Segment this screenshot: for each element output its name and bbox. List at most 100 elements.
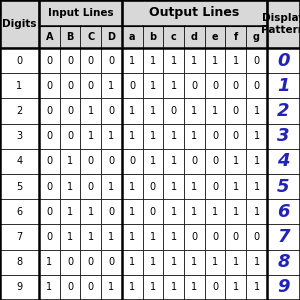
Bar [60,199,80,224]
Text: 1: 1 [233,56,239,66]
Bar [142,149,163,174]
Bar [246,250,267,275]
Bar [163,26,184,48]
Text: 1: 1 [233,282,239,292]
Bar [39,26,60,48]
Text: 1: 1 [170,232,177,242]
Text: 0: 0 [150,207,156,217]
Text: 0: 0 [67,282,73,292]
Text: 1: 1 [129,131,135,141]
Text: 1: 1 [150,156,156,167]
Text: 0: 0 [129,156,135,167]
Bar [225,224,246,250]
Bar [142,48,163,73]
Bar [205,174,225,199]
Bar [142,26,163,48]
Text: C: C [87,32,94,42]
Text: 0: 0 [212,81,218,91]
Text: 0: 0 [212,182,218,192]
Text: Output Lines: Output Lines [149,6,239,19]
Text: d: d [191,32,198,42]
Bar [80,73,101,98]
Bar [101,26,122,48]
Bar [163,48,184,73]
Text: 1: 1 [129,56,135,66]
Text: 0: 0 [108,257,115,267]
Bar [80,26,101,48]
Text: 1: 1 [233,182,239,192]
Text: 6: 6 [277,203,290,221]
Text: 1: 1 [129,232,135,242]
Text: 1: 1 [191,182,197,192]
Bar [184,250,205,275]
Bar [142,224,163,250]
Text: 7: 7 [16,232,22,242]
Bar [60,26,80,48]
Bar [205,199,225,224]
Text: 1: 1 [170,131,177,141]
Text: 1: 1 [46,257,52,267]
Bar [122,224,142,250]
Bar [184,26,205,48]
Text: 0: 0 [88,282,94,292]
Bar [246,98,267,124]
Text: 4: 4 [16,156,22,167]
Bar [39,174,60,199]
Bar [246,73,267,98]
Bar [39,48,60,73]
Bar [60,149,80,174]
Text: 0: 0 [46,232,52,242]
Text: 5: 5 [277,178,290,196]
Text: 4: 4 [277,152,290,170]
Text: 1: 1 [67,156,73,167]
Bar [80,48,101,73]
Text: 0: 0 [254,81,260,91]
Bar [267,275,300,300]
Text: 0: 0 [233,106,239,116]
Bar [122,250,142,275]
Text: 1: 1 [254,131,260,141]
Text: 0: 0 [108,56,115,66]
Bar [80,174,101,199]
Bar [122,275,142,300]
Bar [101,149,122,174]
Text: 1: 1 [16,81,22,91]
Text: 1: 1 [212,257,218,267]
Text: 1: 1 [150,257,156,267]
Text: 0: 0 [108,207,115,217]
Bar [267,199,300,224]
Text: 1: 1 [150,131,156,141]
Bar [163,250,184,275]
Text: 0: 0 [191,232,197,242]
Text: 1: 1 [212,207,218,217]
Bar [184,73,205,98]
Text: 1: 1 [191,207,197,217]
Bar [184,149,205,174]
Text: b: b [149,32,156,42]
Bar [184,275,205,300]
Text: 0: 0 [88,257,94,267]
Text: 9: 9 [277,278,290,296]
Text: 1: 1 [108,232,115,242]
Bar [122,174,142,199]
Bar [39,149,60,174]
Bar [205,73,225,98]
Text: 1: 1 [170,56,177,66]
Text: 1: 1 [170,207,177,217]
Bar [60,98,80,124]
Bar [142,250,163,275]
Text: 1: 1 [150,56,156,66]
Text: 1: 1 [170,182,177,192]
Bar [39,250,60,275]
Bar [246,275,267,300]
Bar [0,149,39,174]
Text: 0: 0 [233,81,239,91]
Text: 1: 1 [191,257,197,267]
Text: 0: 0 [67,81,73,91]
Text: 1: 1 [212,106,218,116]
Text: a: a [129,32,135,42]
Bar [142,98,163,124]
Bar [39,124,60,149]
Text: 0: 0 [46,131,52,141]
Text: 1: 1 [46,282,52,292]
